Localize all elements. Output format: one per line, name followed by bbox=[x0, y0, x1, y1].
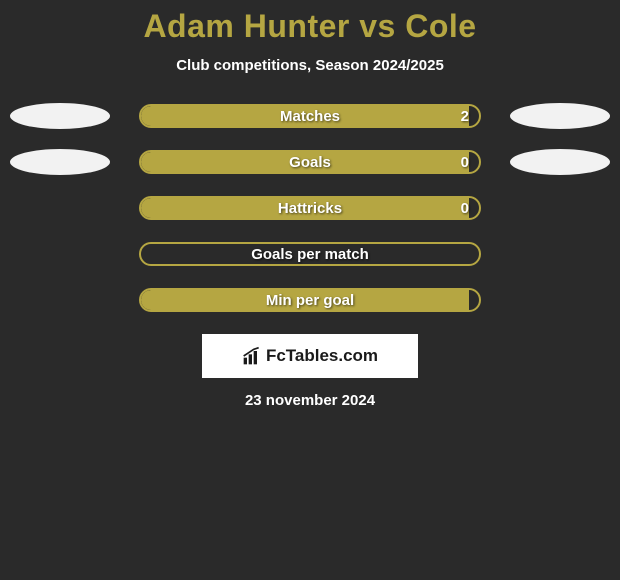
stat-bar: Hattricks 0 bbox=[139, 196, 481, 220]
stat-rows: Matches 2 Goals 0 Hattricks 0 bbox=[0, 104, 620, 312]
stat-label: Hattricks bbox=[141, 200, 479, 217]
stat-row: Min per goal bbox=[0, 288, 620, 312]
stat-bar: Min per goal bbox=[139, 288, 481, 312]
logo-box: FcTables.com bbox=[202, 334, 418, 378]
stat-row: Matches 2 bbox=[0, 104, 620, 128]
stat-label: Goals bbox=[141, 154, 479, 171]
left-ellipse bbox=[10, 149, 110, 175]
stat-value: 0 bbox=[461, 154, 469, 171]
stat-value: 2 bbox=[461, 108, 469, 125]
logo-text: FcTables.com bbox=[266, 346, 378, 366]
date-text: 23 november 2024 bbox=[245, 392, 375, 409]
right-ellipse bbox=[510, 149, 610, 175]
stat-bar: Matches 2 bbox=[139, 104, 481, 128]
stat-bar: Goals 0 bbox=[139, 150, 481, 174]
stat-row: Goals per match bbox=[0, 242, 620, 266]
stat-label: Min per goal bbox=[141, 292, 479, 309]
stat-row: Goals 0 bbox=[0, 150, 620, 174]
stat-value: 0 bbox=[461, 200, 469, 217]
right-ellipse bbox=[510, 103, 610, 129]
subtitle: Club competitions, Season 2024/2025 bbox=[176, 57, 444, 74]
stat-label: Matches bbox=[141, 108, 479, 125]
page-title: Adam Hunter vs Cole bbox=[143, 8, 476, 45]
stat-bar: Goals per match bbox=[139, 242, 481, 266]
infographic-container: Adam Hunter vs Cole Club competitions, S… bbox=[0, 0, 620, 409]
stat-label: Goals per match bbox=[141, 246, 479, 263]
stat-row: Hattricks 0 bbox=[0, 196, 620, 220]
left-ellipse bbox=[10, 103, 110, 129]
chart-icon bbox=[242, 346, 262, 366]
